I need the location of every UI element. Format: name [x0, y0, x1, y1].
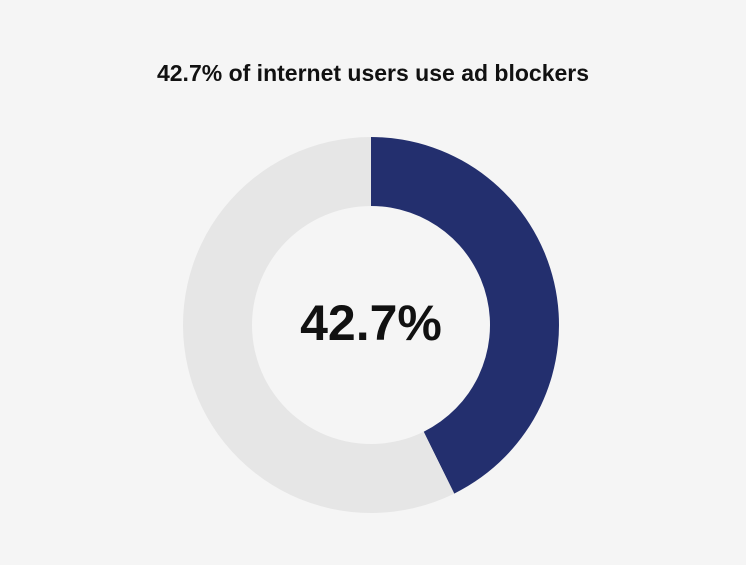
center-label: 42.7%	[300, 295, 442, 351]
chart-title: 42.7% of internet users use ad blockers	[157, 60, 589, 86]
donut-slice	[182, 137, 455, 514]
donut-slice	[371, 137, 559, 494]
